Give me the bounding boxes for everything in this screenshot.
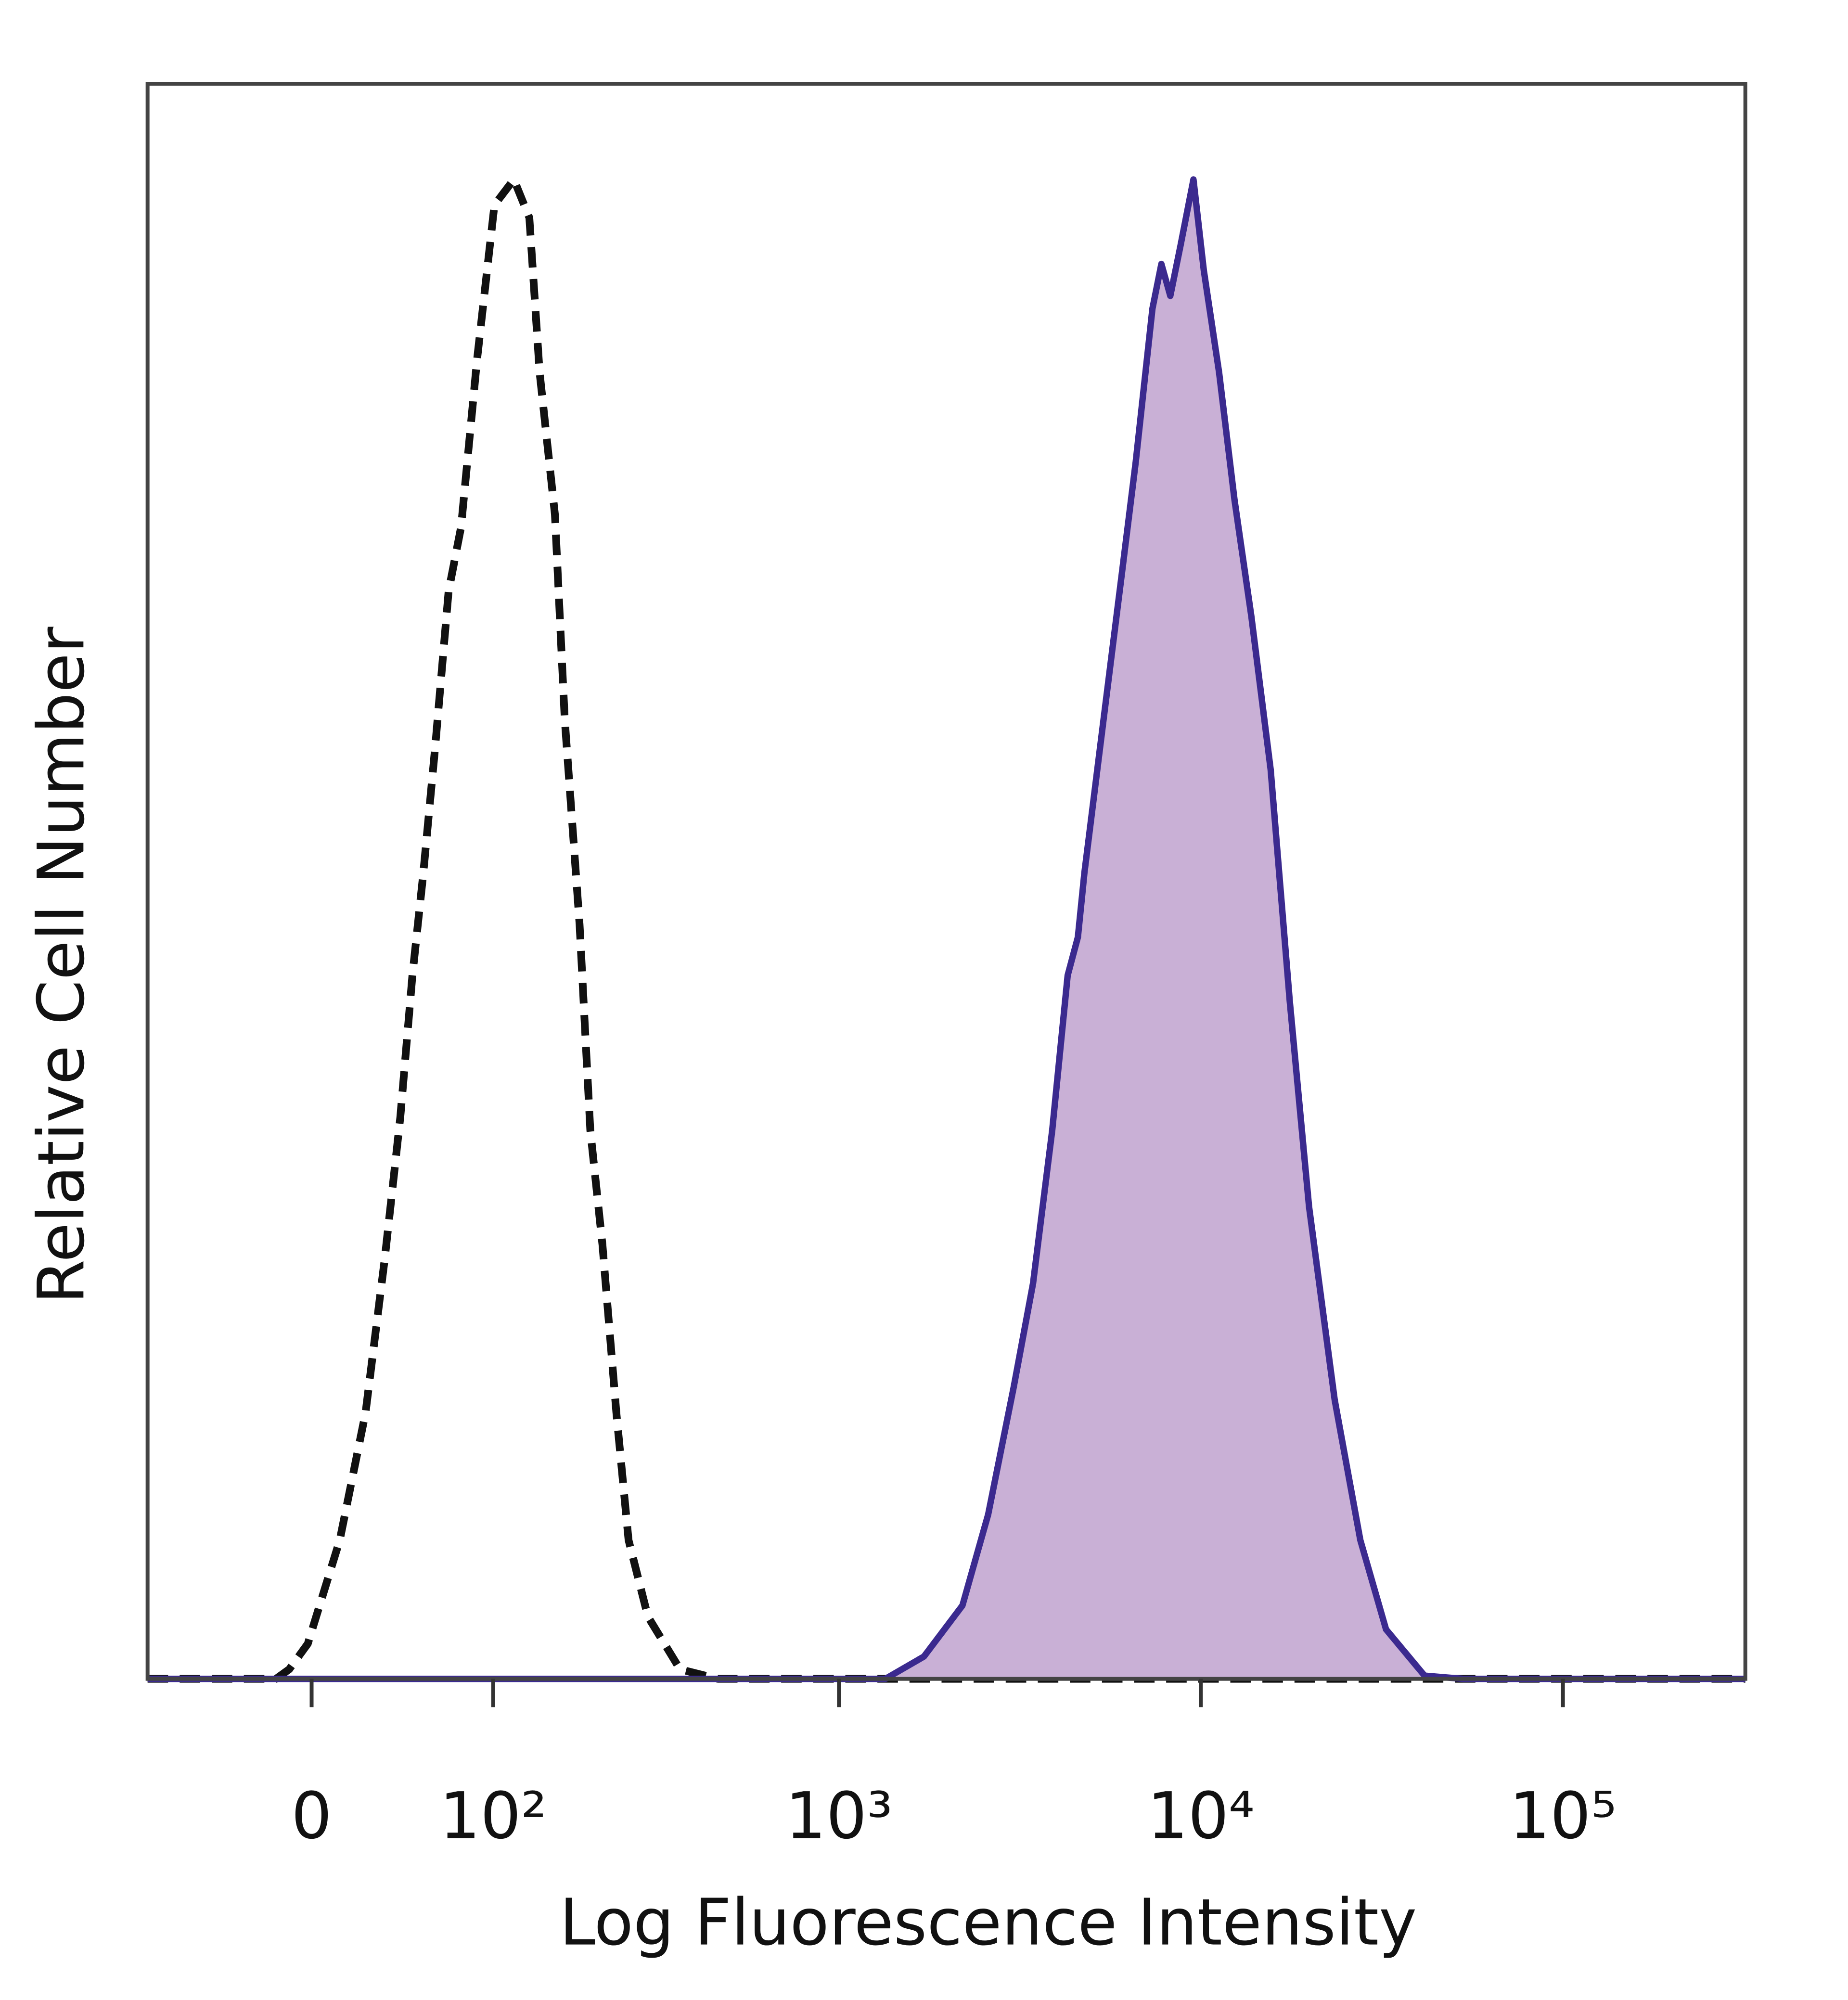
plot-frame [145,82,1747,1681]
x-tick-label: 10² [439,1779,547,1853]
y-axis-label: Relative Cell Number [24,627,99,1304]
x-tick-label: 0 [291,1779,332,1853]
x-tick-label: 10⁴ [1147,1779,1255,1853]
histogram-fill [147,179,1745,1679]
histogram-line [147,176,1745,1682]
x-tick-label: 10⁵ [1509,1779,1617,1853]
x-axis-label: Log Fluorescence Intensity [560,1885,1417,1960]
histogram-line [147,175,1745,1683]
x-tick-label: 10³ [785,1779,893,1853]
